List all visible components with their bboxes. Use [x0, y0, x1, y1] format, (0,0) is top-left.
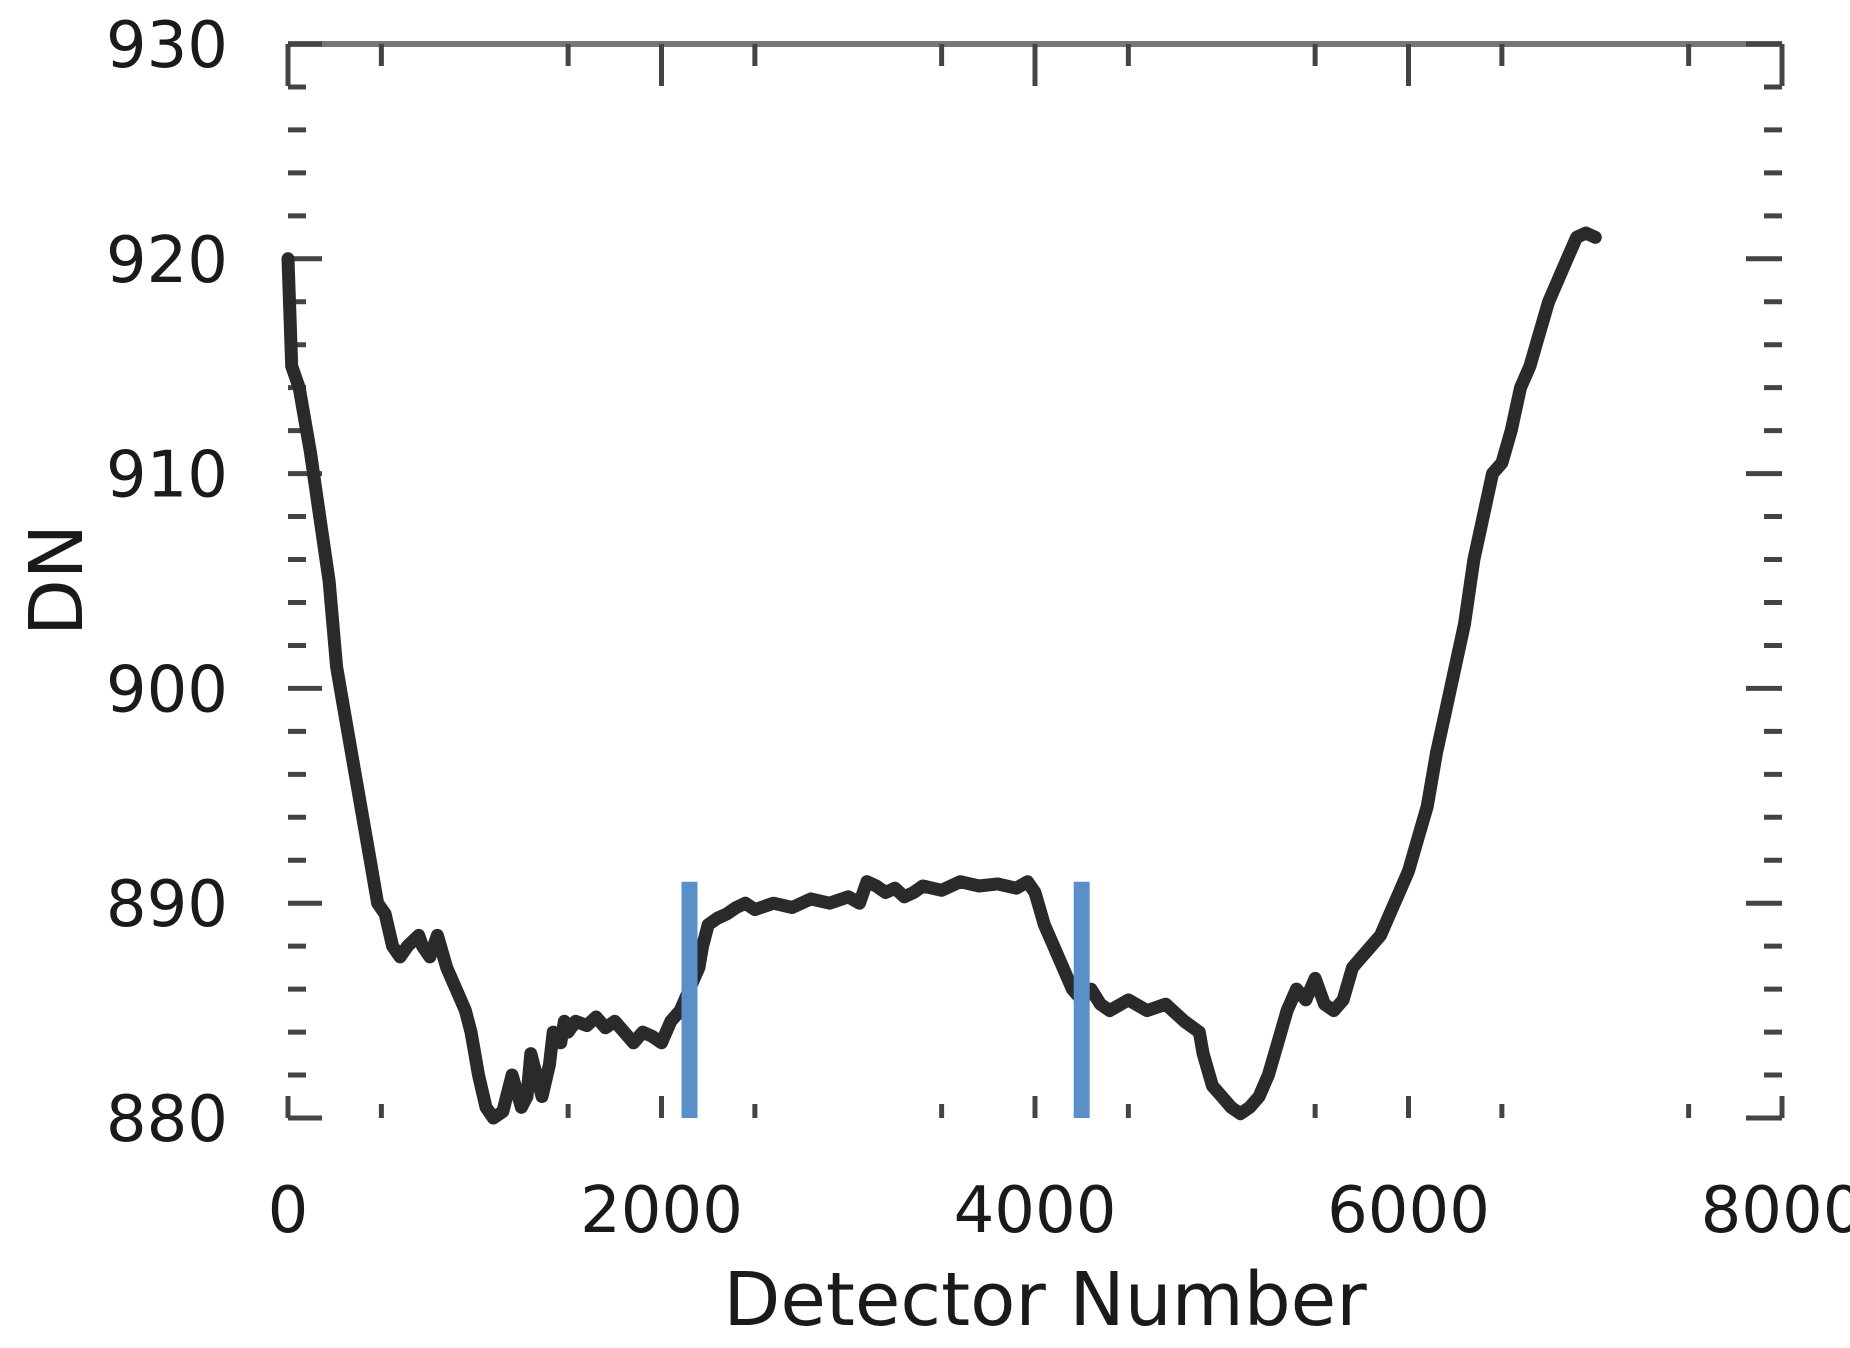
x-axis-label: Detector Number: [723, 1257, 1367, 1343]
series-layer: [281, 226, 1602, 1125]
x-tick-label: 4000: [954, 1174, 1117, 1248]
axis-ticks: [285, 41, 1785, 1121]
y-tick-label: 880: [106, 1083, 228, 1157]
y-tick-label: 900: [106, 653, 228, 727]
y-tick-label: 910: [106, 439, 228, 513]
x-tick-label: 2000: [580, 1174, 743, 1248]
x-tick-label: 6000: [1327, 1174, 1490, 1248]
series-line: [281, 226, 1602, 1125]
y-tick-label: 930: [106, 9, 228, 83]
y-axis-label: DN: [14, 524, 100, 636]
y-tick-label: 920: [106, 224, 228, 298]
x-tick-label: 0: [268, 1174, 309, 1248]
marker-layer: [681, 881, 1090, 1118]
axis-tick-labels: 0 2000 4000 6000 8000 880 890 900 910 920 930: [106, 9, 1850, 1248]
y-tick-label: 890: [106, 868, 228, 942]
x-tick-label: 8000: [1701, 1174, 1850, 1248]
